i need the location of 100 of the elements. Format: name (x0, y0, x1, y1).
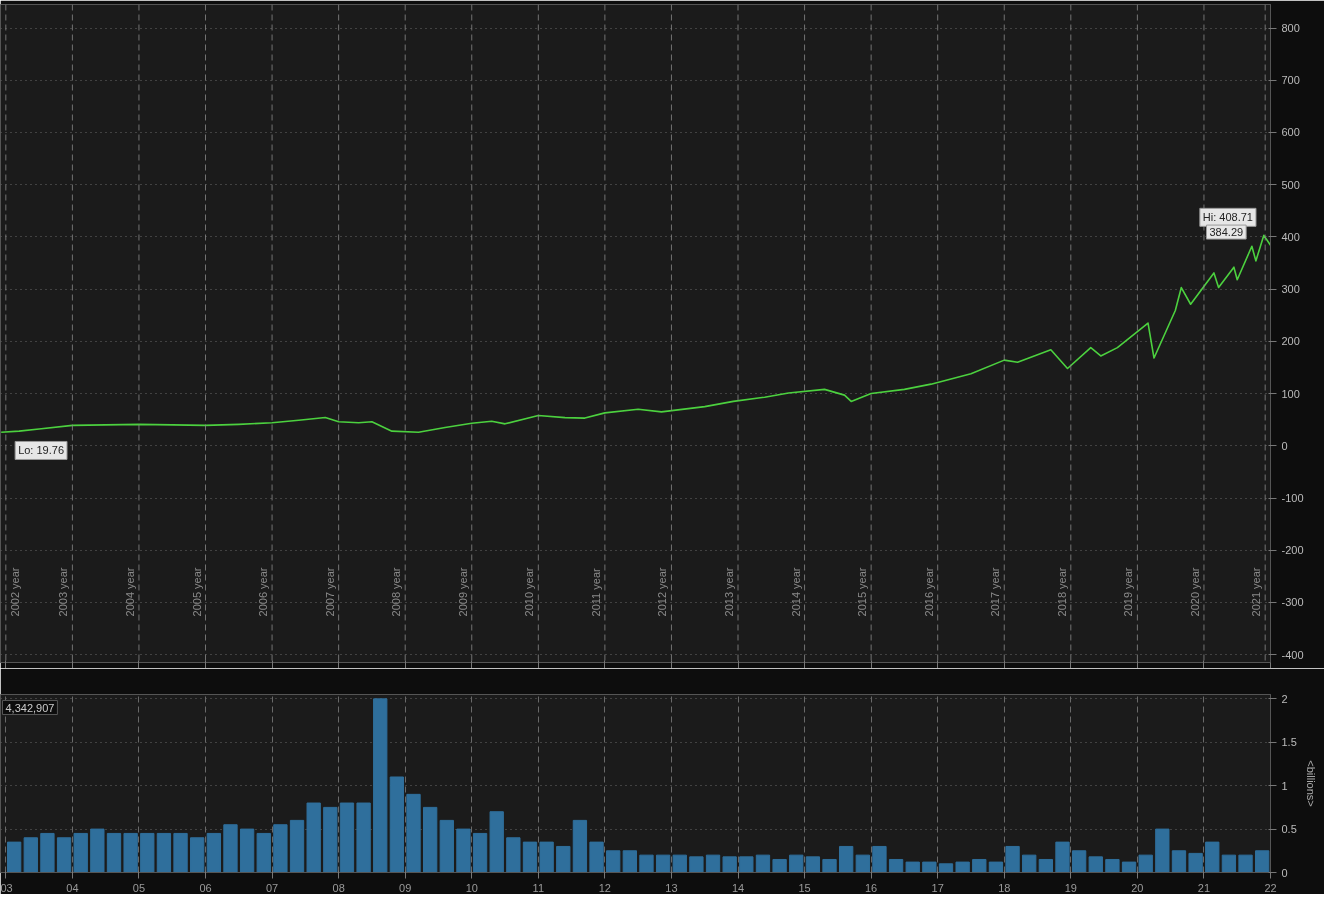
annotation: 384.29 (1209, 226, 1244, 239)
bar (123, 832, 138, 873)
ref-line-label: 2018 year (1055, 567, 1068, 617)
bar (339, 802, 355, 873)
bar (805, 856, 821, 873)
y-tick-label: -200 (1281, 544, 1304, 557)
bar (1038, 858, 1054, 873)
bar (755, 854, 771, 873)
bar (289, 819, 305, 873)
ref-line-label: 2016 year (922, 567, 935, 617)
bar (988, 861, 1004, 873)
ref-line-label: 2004 year (123, 567, 136, 617)
bar (922, 861, 937, 873)
y-tick-label: -100 (1281, 492, 1304, 504)
bar (323, 806, 338, 873)
bar (522, 841, 538, 873)
ref-line-label: 2008 year (390, 567, 403, 617)
y-tick-label: 1 (1281, 779, 1288, 792)
bar (572, 819, 588, 873)
x-tick-label: 10 (465, 881, 478, 894)
y-tick-label: 0 (1281, 866, 1288, 879)
y-tick-label: 600 (1281, 126, 1300, 139)
bar (672, 854, 687, 873)
bar (206, 832, 221, 873)
ref-line-label: 2011 year (589, 567, 602, 617)
bar (689, 856, 704, 873)
bar (739, 856, 754, 873)
bar (772, 858, 787, 873)
bar (1138, 854, 1153, 873)
bar (423, 806, 438, 873)
y-tick-label: 0.5 (1281, 823, 1297, 836)
y-tick-label: 200 (1281, 335, 1300, 348)
x-tick-label: 07 (265, 881, 279, 894)
bar (556, 845, 571, 873)
y-tick-label: 700 (1281, 74, 1300, 87)
x-tick-label: 06 (199, 881, 212, 894)
annotation: Lo: 19.76 (18, 444, 65, 457)
y-tick-label: 1.5 (1281, 736, 1297, 749)
bar (256, 832, 271, 873)
bar (56, 837, 72, 873)
x-tick-label: 15 (798, 881, 811, 894)
bar (1155, 828, 1170, 873)
bar (90, 828, 105, 873)
bar (306, 802, 321, 873)
bar (1071, 850, 1087, 873)
bar (1055, 841, 1070, 873)
bar (606, 850, 621, 873)
bar (872, 845, 887, 873)
bar (539, 841, 554, 873)
bar (40, 832, 55, 873)
bar (73, 832, 88, 873)
y-tick-label: 100 (1281, 387, 1300, 400)
bar (373, 698, 388, 873)
bar (839, 845, 854, 873)
bar (1105, 858, 1120, 873)
bar (439, 819, 454, 873)
bar (273, 824, 288, 873)
bar (173, 832, 188, 873)
bar (888, 858, 904, 873)
bar (1171, 850, 1187, 873)
x-tick-label: 17 (931, 881, 944, 894)
bar (1205, 841, 1220, 873)
bar (1255, 850, 1270, 873)
x-tick-label: 18 (998, 881, 1011, 894)
ref-line-label: 2013 year (723, 567, 736, 617)
ref-line-label: 2002 year (8, 567, 21, 617)
line-series (0, 234, 1271, 433)
y-tick-label: 0 (1281, 439, 1288, 452)
x-tick-label: 11 (532, 881, 545, 894)
x-tick-label: 12 (598, 881, 612, 894)
y-tick-label: 300 (1281, 283, 1300, 296)
bar (190, 837, 205, 873)
ref-line-label: 2003 year (57, 567, 70, 617)
bar (905, 861, 920, 873)
annotation: Hi: 408.71 (1202, 211, 1253, 224)
bar (239, 828, 255, 873)
x-tick-label: 19 (1064, 881, 1077, 894)
ref-line-label: 2015 year (856, 567, 869, 617)
bar (955, 861, 970, 873)
bar (156, 832, 172, 873)
bar (1188, 852, 1203, 873)
x-tick-label: 22 (1264, 881, 1277, 894)
ref-line-label: 2012 year (656, 567, 669, 617)
y-tick-label: 500 (1281, 178, 1300, 191)
bar (456, 828, 471, 873)
bar (822, 858, 837, 873)
ref-line-label: 2017 year (989, 567, 1002, 617)
x-tick-label: 21 (1197, 881, 1211, 894)
x-tick-label: 05 (132, 881, 146, 894)
bar (506, 837, 521, 873)
bar (472, 832, 488, 873)
y-tick-label: -400 (1281, 648, 1304, 661)
ref-line-label: 2019 year (1122, 567, 1135, 617)
bar (1088, 856, 1103, 873)
ref-line-label: 2005 year (190, 567, 203, 617)
ref-line-label: 2014 year (789, 567, 802, 617)
ref-line-label: 2009 year (456, 567, 469, 617)
bar (855, 854, 870, 873)
x-tick-label: 16 (865, 881, 878, 894)
bar (639, 854, 654, 873)
